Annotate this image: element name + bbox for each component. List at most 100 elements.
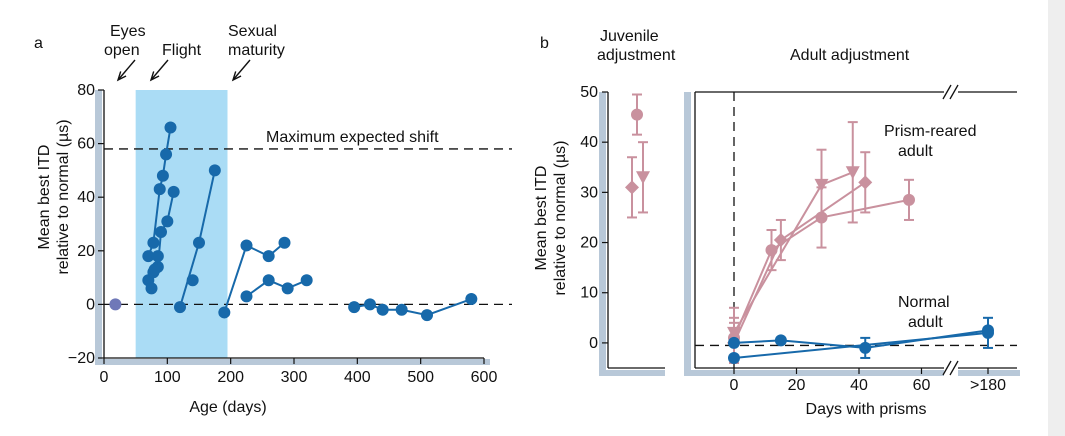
data-point (193, 236, 205, 249)
annotation-arrow (117, 59, 136, 81)
data-point (845, 166, 860, 180)
annotation-sexual-maturity: maturity (228, 42, 285, 59)
data-point (728, 336, 740, 349)
data-point (278, 236, 291, 249)
x-tick-label: 400 (344, 369, 371, 386)
x-tick-label: 60 (913, 377, 931, 394)
data-point (156, 169, 169, 182)
data-point (465, 293, 478, 306)
annotation-arrow (116, 71, 127, 82)
y-tick-label: 10 (580, 285, 598, 302)
data-point (728, 351, 740, 364)
y-tick-label: 60 (77, 136, 95, 153)
axis-shadow (599, 370, 665, 376)
data-point (160, 148, 173, 161)
y-tick-label: 40 (580, 134, 598, 151)
x-tick-label: 200 (217, 369, 244, 386)
page-sidebar (1048, 0, 1065, 436)
data-point (145, 282, 158, 295)
panel-a-letter: a (34, 35, 43, 52)
data-point (774, 334, 787, 347)
annotation-eyes-open: open (104, 42, 140, 59)
data-point (186, 274, 199, 287)
x-tick-label: 500 (407, 369, 434, 386)
axis-break (949, 84, 959, 100)
annotation-arrow (149, 71, 160, 82)
annotation-eyes-open: Eyes (110, 23, 146, 40)
y-tick-label: 40 (77, 189, 95, 206)
panel-b-letter: b (540, 35, 549, 52)
x-tick-label: 100 (154, 369, 181, 386)
axis-shadow (95, 359, 490, 365)
axis-break (944, 84, 958, 100)
data-point (859, 341, 872, 354)
data-point (348, 301, 361, 314)
annotation-arrow (231, 71, 242, 82)
y-tick-label: 0 (86, 296, 95, 313)
x-tick-label: 40 (850, 377, 868, 394)
y-tick-label: 30 (580, 184, 598, 201)
panel-b-plot: 0 10 20 30 40 50 0 20 40 60 >180 (580, 84, 1020, 394)
max-shift-label: Maximum expected shift (266, 129, 439, 146)
data-point (814, 178, 829, 192)
prism-label: Prism-reared (884, 123, 976, 140)
annotation-sexual-maturity: Sexual (228, 23, 277, 40)
y-tick-label: 0 (589, 335, 598, 352)
series-line (733, 181, 866, 344)
flight-region (135, 90, 228, 358)
axis-break (949, 360, 959, 376)
x-tick-label: >180 (970, 377, 1006, 394)
annotation-flight: Flight (162, 42, 202, 59)
x-tick-label: 20 (788, 377, 806, 394)
y-axis-label-b: Mean best ITD (533, 166, 550, 271)
y-axis-label-a: Mean best ITD (36, 145, 53, 250)
x-tick-label: 300 (281, 369, 308, 386)
data-point (142, 250, 155, 263)
adult-label: Adult adjustment (790, 47, 910, 64)
axis-break (942, 84, 952, 100)
axis-break (944, 360, 958, 376)
data-point (262, 274, 275, 287)
panel-a-plot: −20 0 20 40 60 80 0 100 200 300 400 500 600 (68, 59, 512, 386)
axis-shadow (95, 90, 102, 365)
data-point (240, 290, 253, 303)
data-point (395, 303, 408, 316)
annotation-arrow (232, 59, 251, 81)
axis-shadow (684, 370, 1020, 376)
data-point (765, 244, 778, 257)
data-point (858, 175, 873, 190)
data-point (167, 185, 180, 198)
x-axis-label-b: Days with prisms (806, 401, 927, 418)
data-point (240, 239, 253, 252)
data-point (421, 309, 433, 322)
data-point (155, 226, 167, 239)
data-point (161, 215, 174, 228)
axis-shadow (599, 92, 606, 372)
data-point (153, 183, 166, 196)
data-point (982, 324, 994, 337)
data-point (174, 301, 186, 314)
y-tick-label: 20 (77, 243, 95, 260)
data-point (208, 164, 221, 177)
x-tick-label: 0 (730, 377, 739, 394)
juvenile-label: adjustment (597, 47, 676, 64)
data-point (218, 306, 231, 319)
x-tick-label: 0 (100, 369, 109, 386)
annotation-arrow (150, 59, 169, 81)
data-point (903, 193, 915, 206)
data-point (300, 274, 313, 287)
data-point (164, 121, 177, 134)
axis-break (942, 360, 952, 376)
data-point (281, 282, 294, 295)
data-point (636, 171, 650, 185)
series-line (733, 329, 989, 349)
y-axis-label-a: relative to normal (µs) (55, 119, 72, 274)
data-point (148, 263, 161, 276)
prism-label: adult (898, 143, 933, 160)
data-point (151, 250, 164, 263)
series-line (733, 171, 854, 334)
normal-label: Normal (898, 294, 950, 311)
x-axis-label-a: Age (days) (189, 399, 266, 416)
data-point (364, 298, 376, 311)
